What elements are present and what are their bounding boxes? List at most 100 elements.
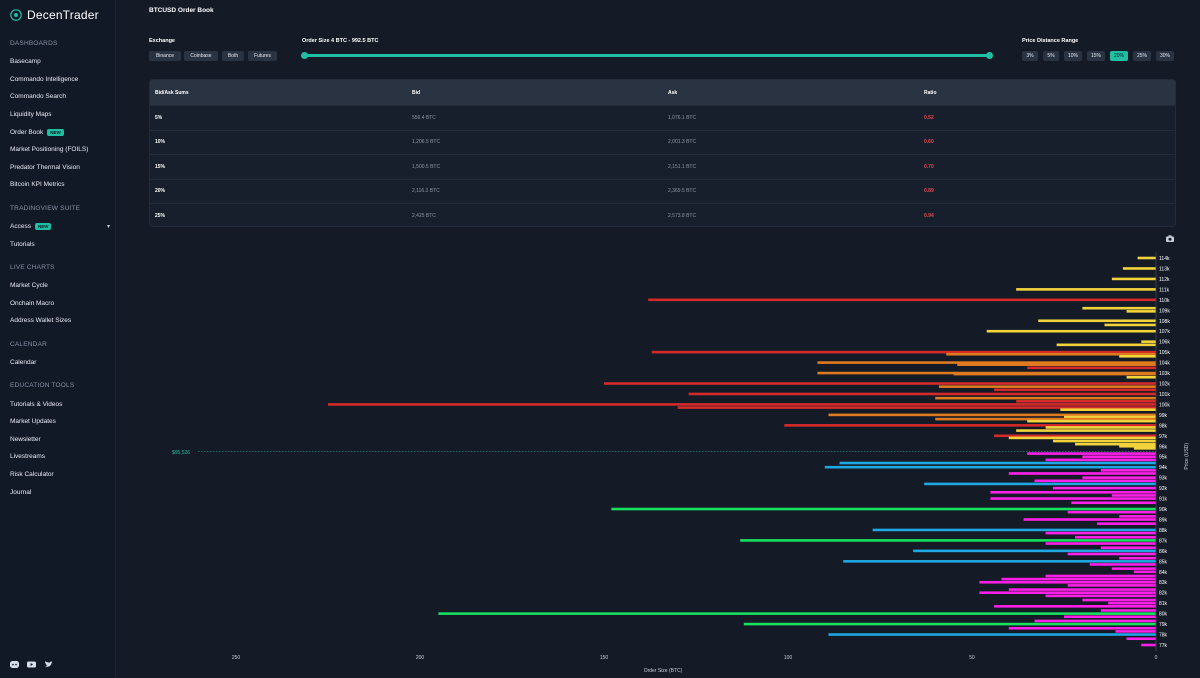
sidebar-item-label: Bitcoin KPI Metrics [10,181,65,189]
exchange-binance-button[interactable]: Binance [149,51,181,61]
exchange-both-button[interactable]: Both [222,51,244,61]
price-tick-label: 81k [1159,601,1168,607]
sidebar-item-label: Predator Thermal Vision [10,163,80,171]
sidebar-item-label: Calendar [10,359,37,367]
row-ratio: 0.94 [924,212,934,219]
ask-bar [1119,444,1156,448]
sidebar-item-bitcoin-kpi-metrics[interactable]: Bitcoin KPI Metrics [10,176,110,194]
row-ratio: 0.89 [924,188,934,195]
ask-bar [1075,442,1156,446]
ask-bar [1141,340,1156,343]
bid-bar [1067,510,1156,514]
sidebar-item-newsletter[interactable]: Newsletter [10,431,110,449]
price-tick-label: 94k [1159,465,1168,471]
logo[interactable]: DecenTrader [10,8,99,22]
bid-bar [1034,479,1156,483]
exchange-futures-button[interactable]: Futures [248,51,277,61]
sidebar-item-predator-thermal-vision[interactable]: Predator Thermal Vision [10,159,110,177]
ask-bar [1122,267,1156,270]
table-row: 10% 1,206.5 BTC 2,001.3 BTC 0.60 [150,129,1175,155]
x-tick-label: 100 [784,655,793,661]
bid-bar [1001,577,1156,581]
row-ask: 2,369.5 BTC [668,188,697,195]
sidebar-item-journal[interactable]: Journal [10,483,110,501]
price-tick-label: 96k [1159,444,1168,450]
ask-bar [994,434,1156,438]
sidebar-item-label: Risk Calculator [10,470,54,478]
sidebar-item-market-updates[interactable]: Market Updates [10,413,110,431]
price-tick-label: 90k [1159,507,1168,513]
price-tick-label: 99k [1159,413,1168,419]
price-tick-label: 93k [1159,476,1168,482]
ask-bar [1064,415,1156,419]
exchange-coinbase-button[interactable]: Coinbase [184,51,218,61]
sidebar-item-calendar[interactable]: Calendar [10,354,110,372]
price-range-5-button[interactable]: 5% [1043,51,1059,61]
bid-bar [1119,556,1156,560]
ask-bar [953,372,1156,376]
order-size-min-handle[interactable] [301,52,308,59]
sidebar-item-order-book[interactable]: Order Book NEW [10,123,110,141]
sidebar-item-access[interactable]: Access NEW ▾ [10,218,110,236]
sidebar-item-label: Address Wallet Sizes [10,317,72,325]
sidebar-item-market-cycle[interactable]: Market Cycle [10,277,110,295]
price-range-25-button[interactable]: 25% [1133,51,1151,61]
discord-icon[interactable] [10,661,19,668]
ask-bar [1126,310,1156,313]
page-title: BTCUSD Order Book [149,7,214,14]
price-range-3-button[interactable]: 3% [1022,51,1038,61]
sidebar-item-onchain-macro[interactable]: Onchain Macro [10,295,110,313]
row-range: 10% [155,139,166,146]
logo-icon [10,9,22,21]
price-range-20-button[interactable]: 20% [1110,51,1128,61]
price-tick-label: 82k [1159,591,1168,597]
ask-bar [957,363,1156,366]
price-range-10-button[interactable]: 10% [1064,51,1082,61]
sidebar-item-commando-intelligence[interactable]: Commando Intelligence [10,71,110,89]
sidebar-item-tutorials-videos[interactable]: Tutorials & Videos [10,395,110,413]
header-bid-ask-sums: Bid/Ask Sums [155,89,189,96]
bid-bar [1126,637,1156,641]
header-ratio: Ratio [924,89,937,96]
ask-bar [1104,323,1156,327]
sidebar-item-address-wallet-sizes[interactable]: Address Wallet Sizes [10,312,110,330]
bid-bar [743,622,1156,626]
row-ask: 2,151.1 BTC [668,163,697,170]
chevron-down-icon[interactable]: ▾ [106,224,110,231]
ask-bar [1016,399,1156,403]
twitter-icon[interactable] [44,661,53,668]
sidebar-item-basecamp[interactable]: Basecamp [10,53,110,71]
bid-bar [1119,515,1156,518]
sidebar-item-risk-calculator[interactable]: Risk Calculator [10,466,110,484]
sidebar-item-market-positioning-foils[interactable]: Market Positioning (FOILS) [10,141,110,159]
bid-bar [979,591,1156,595]
row-ratio: 0.52 [924,114,934,121]
ask-bar [651,350,1156,354]
price-range-label: Price Distance Range [1022,38,1079,44]
ask-bar [1119,355,1156,358]
order-size-slider-track[interactable] [304,54,990,57]
youtube-icon[interactable] [27,661,36,668]
x-axis-title: Order Size (BTC) [644,668,683,674]
x-tick-label: 200 [416,655,425,661]
ask-bar [784,424,1156,427]
price-tick-label: 111k [1159,287,1170,293]
price-range-15-button[interactable]: 15% [1087,51,1105,61]
sidebar-item-tutorials[interactable]: Tutorials [10,235,110,253]
sidebar-item-liquidity-maps[interactable]: Liquidity Maps [10,106,110,124]
ask-bar [986,329,1156,333]
sidebar-item-commando-search[interactable]: Commando Search [10,88,110,106]
social-links [10,661,53,668]
ask-bar [1137,256,1156,260]
order-size-max-handle[interactable] [986,52,993,59]
sidebar-item-livestreams[interactable]: Livestreams [10,448,110,466]
row-ratio: 0.60 [924,139,934,146]
sidebar-item-label: Commando Search [10,93,66,101]
bid-bar [1089,563,1156,566]
sidebar-item-label: Market Cycle [10,282,48,290]
row-ask: 2,573.8 BTC [668,212,697,219]
camera-icon[interactable] [1166,235,1174,242]
bid-bar [1100,546,1156,550]
price-range-30-button[interactable]: 30% [1156,51,1174,61]
bid-bar [839,461,1156,465]
